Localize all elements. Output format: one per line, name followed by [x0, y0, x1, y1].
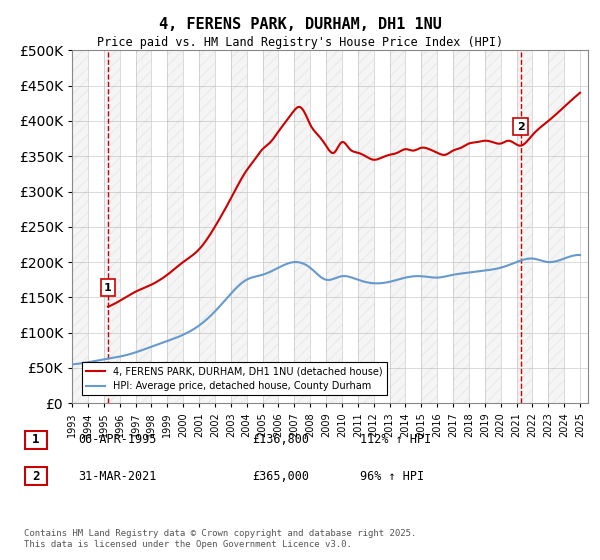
Text: 4, FERENS PARK, DURHAM, DH1 1NU: 4, FERENS PARK, DURHAM, DH1 1NU [158, 17, 442, 32]
Bar [389, 50, 406, 403]
Bar [358, 50, 374, 403]
Bar [548, 50, 564, 403]
Bar [263, 50, 278, 403]
Text: Contains HM Land Registry data © Crown copyright and database right 2025.
This d: Contains HM Land Registry data © Crown c… [24, 529, 416, 549]
Text: £136,800: £136,800 [252, 433, 309, 446]
Text: 96% ↑ HPI: 96% ↑ HPI [360, 469, 424, 483]
Bar [326, 50, 342, 403]
Text: 1: 1 [32, 433, 40, 446]
Text: Price paid vs. HM Land Registry's House Price Index (HPI): Price paid vs. HM Land Registry's House … [97, 36, 503, 49]
Text: 31-MAR-2021: 31-MAR-2021 [78, 469, 157, 483]
Text: £365,000: £365,000 [252, 469, 309, 483]
Text: 1: 1 [104, 283, 112, 292]
Legend: 4, FERENS PARK, DURHAM, DH1 1NU (detached house), HPI: Average price, detached h: 4, FERENS PARK, DURHAM, DH1 1NU (detache… [82, 362, 386, 395]
Bar [517, 50, 532, 403]
Bar [136, 50, 151, 403]
Bar [199, 50, 215, 403]
FancyBboxPatch shape [25, 431, 47, 449]
Bar [453, 50, 469, 403]
Bar [485, 50, 500, 403]
FancyBboxPatch shape [25, 467, 47, 485]
Text: 2: 2 [32, 469, 40, 483]
Text: 2: 2 [517, 122, 524, 132]
Bar [421, 50, 437, 403]
Bar [72, 50, 88, 403]
Bar [167, 50, 183, 403]
Text: 06-APR-1995: 06-APR-1995 [78, 433, 157, 446]
Bar [104, 50, 119, 403]
Text: 112% ↑ HPI: 112% ↑ HPI [360, 433, 431, 446]
Bar [231, 50, 247, 403]
Bar [294, 50, 310, 403]
